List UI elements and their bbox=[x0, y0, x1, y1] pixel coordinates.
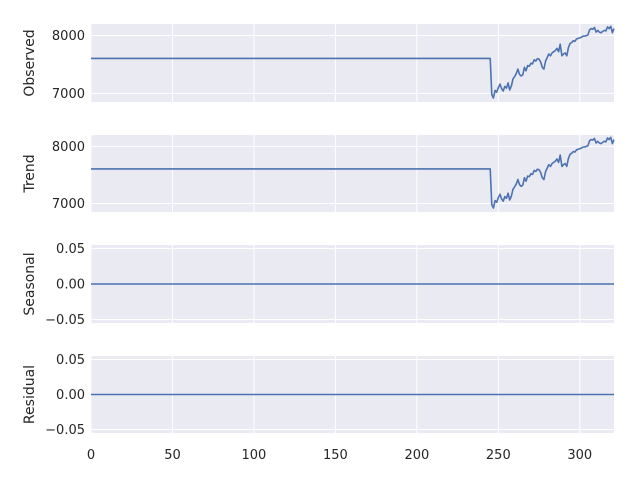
x-tick-label: 300 bbox=[567, 448, 592, 463]
panel-trend: 7000 8000 Trend bbox=[22, 135, 615, 212]
x-tick-label: 150 bbox=[323, 448, 348, 463]
y-tick-label: 7000 bbox=[52, 197, 85, 212]
y-tick-label: −0.05 bbox=[45, 313, 85, 328]
y-tick-label: 0.05 bbox=[56, 353, 85, 368]
y-axis-label: Trend bbox=[22, 154, 38, 193]
panel-background bbox=[91, 24, 614, 102]
y-axis-label: Seasonal bbox=[22, 252, 38, 315]
x-tick-label: 250 bbox=[486, 448, 511, 463]
panel-residual: 0.05 0.00 −0.05 Residual bbox=[22, 353, 614, 438]
series-line bbox=[91, 136, 615, 209]
series-line bbox=[91, 25, 615, 99]
y-axis-label: Observed bbox=[22, 29, 38, 96]
panel-background bbox=[91, 135, 614, 212]
y-tick-label: 0.05 bbox=[56, 242, 85, 257]
y-tick-label: 7000 bbox=[52, 87, 85, 102]
panel-seasonal: 0.05 0.00 −0.05 Seasonal bbox=[22, 242, 614, 328]
x-tick-label: 0 bbox=[87, 448, 95, 463]
y-tick-label: 8000 bbox=[52, 29, 85, 44]
y-axis-label: Residual bbox=[22, 365, 38, 424]
y-tick-label: 8000 bbox=[52, 140, 85, 155]
y-tick-label: −0.05 bbox=[45, 423, 85, 438]
x-tick-label: 200 bbox=[404, 448, 429, 463]
y-tick-label: 0.00 bbox=[56, 278, 85, 293]
panel-observed: 7000 8000 Observed bbox=[22, 24, 615, 102]
x-tick-label: 50 bbox=[164, 448, 181, 463]
y-tick-label: 0.00 bbox=[56, 388, 85, 403]
x-tick-label: 100 bbox=[242, 448, 267, 463]
